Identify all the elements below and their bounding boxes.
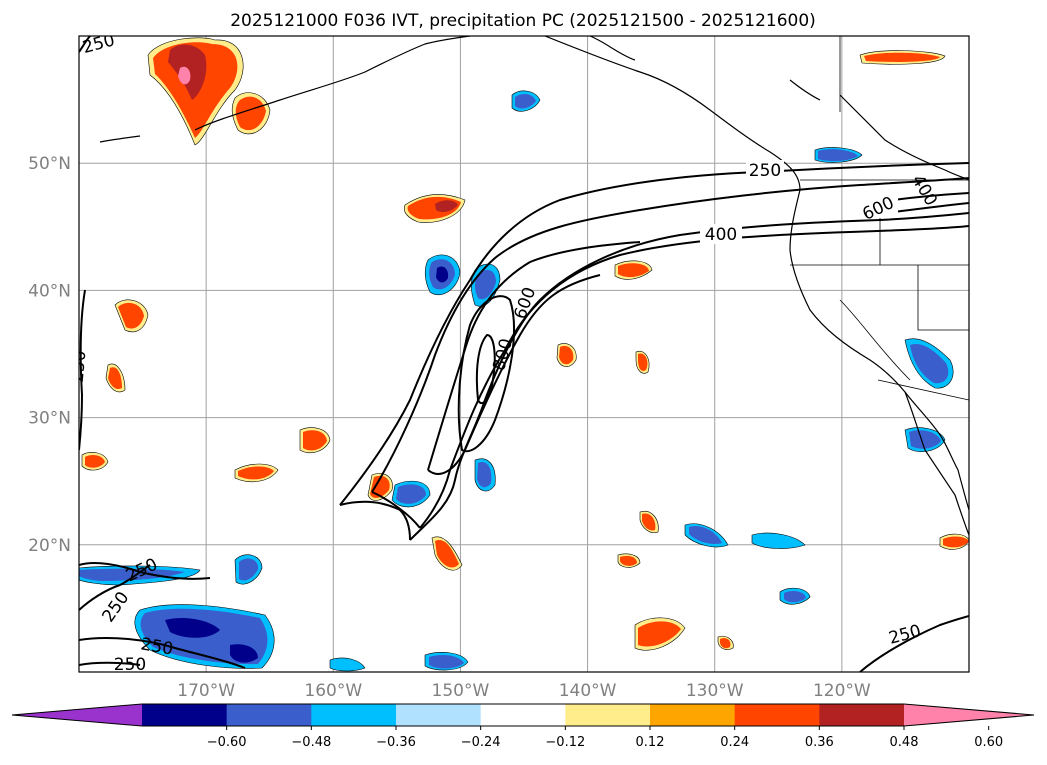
precip-blob (118, 302, 144, 329)
precip-blob (235, 96, 266, 131)
colorbar-segment (396, 704, 482, 726)
precip-blob (436, 266, 449, 283)
lat-tick-label: 20°N (28, 536, 71, 556)
lat-tick-label: 50°N (28, 154, 71, 174)
map-title: 2025121000 F036 IVT, precipitation PC (2… (230, 11, 816, 31)
precip-blob (909, 430, 941, 449)
colorbar-extend-high (904, 704, 1034, 726)
precip-blob (239, 558, 259, 581)
colorbar-tick-label: 0.48 (890, 735, 919, 750)
precip-blob (329, 657, 366, 672)
colorbar-tick-label: −0.12 (545, 735, 585, 750)
precip-blob (751, 532, 806, 549)
precip-blob (396, 484, 426, 504)
map-area (79, 36, 969, 672)
colorbar-segment (650, 704, 736, 726)
precip-anomaly-fills (79, 37, 969, 672)
colorbar-segment (480, 704, 566, 726)
lon-tick-label: 170°W (177, 681, 235, 701)
ivt-contours (79, 36, 969, 672)
colorbar-segment (819, 704, 905, 726)
colorbar-tick-label: 0.60 (974, 735, 1003, 750)
lon-tick-label: 160°W (304, 681, 362, 701)
precip-blob (864, 52, 940, 62)
precip-blob (238, 466, 274, 480)
lat-tick-label: 40°N (28, 281, 71, 301)
precip-blob (435, 540, 459, 568)
precip-blob (720, 638, 731, 649)
precip-blob (642, 513, 656, 531)
precip-blob (178, 66, 191, 85)
contour-label: 250 (68, 350, 91, 384)
lat-tick-label: 30°N (28, 409, 71, 429)
precip-blob (303, 430, 327, 451)
precip-blob (429, 655, 464, 669)
precip-blob (475, 269, 496, 300)
map-content: 250 400 600 400 600 800 250 250 250 250 … (68, 36, 969, 675)
map-frame (78, 35, 970, 673)
coastlines (99, 36, 969, 536)
colorbar-segment (734, 704, 820, 726)
colorbar-extend-low (12, 704, 142, 726)
lon-tick-label: 120°W (813, 681, 871, 701)
precip-blob (165, 618, 220, 638)
lon-tick-label: 140°W (559, 681, 617, 701)
lon-tick-label: 150°W (432, 681, 490, 701)
colorbar-tick-label: −0.60 (207, 735, 247, 750)
colorbar: −0.60 −0.48 −0.36 −0.24 −0.12 0.12 0.24 0.36 0.4… (11, 703, 1035, 750)
colorbar-segment (565, 704, 651, 726)
colorbar-tick-label: −0.36 (376, 735, 416, 750)
colorbar-segment (142, 704, 228, 726)
precip-blob (784, 590, 806, 603)
precip-blob (230, 644, 258, 663)
precip-blob (638, 621, 681, 647)
lon-tick-label: 130°W (686, 681, 744, 701)
precip-blob (689, 525, 722, 544)
precip-blob (910, 344, 949, 384)
precip-blob (435, 200, 458, 213)
precip-blob (638, 353, 648, 371)
contour-label: 250 (749, 161, 781, 181)
graticule (79, 36, 969, 672)
precip-blob (79, 568, 185, 581)
contour-label: 250 (114, 655, 146, 675)
colorbar-tick-label: 0.12 (636, 735, 665, 750)
precip-blob (85, 454, 105, 468)
political-borders (790, 36, 969, 401)
longitude-labels: 170°W 160°W 150°W 140°W 130°W 120°W (177, 681, 871, 701)
latitude-labels: 50°N 40°N 30°N 20°N (28, 154, 71, 556)
contour-label: 400 (705, 225, 737, 245)
colorbar-segment (226, 704, 312, 726)
precip-blob (108, 367, 122, 389)
colorbar-outline (11, 703, 1035, 727)
colorbar-tick-label: −0.48 (291, 735, 331, 750)
colorbar-tick-label: 0.24 (720, 735, 749, 750)
precip-blob (943, 536, 969, 548)
precip-blob (620, 555, 637, 566)
colorbar-segment (311, 704, 397, 726)
precip-blob (559, 345, 574, 365)
colorbar-tick-label: 0.36 (805, 735, 834, 750)
colorbar-tick-label: −0.24 (461, 735, 501, 750)
precip-blob (477, 462, 492, 488)
precip-blob (818, 149, 858, 162)
precip-blob (515, 93, 536, 109)
precip-blob (618, 263, 649, 278)
